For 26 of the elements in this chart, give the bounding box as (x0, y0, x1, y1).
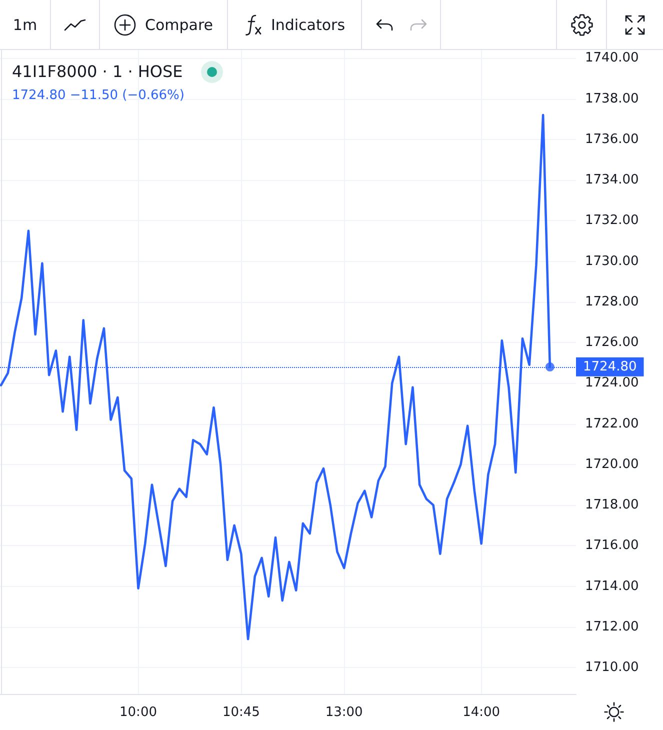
y-tick-label: 1730.00 (585, 254, 639, 269)
text: 41I1F8000 · 1 · HOSE (12, 61, 183, 83)
y-tick-label: 1724.00 (585, 376, 639, 391)
y-tick-label: 1714.00 (585, 578, 639, 594)
ref-line-label: 1724.80 (583, 359, 637, 374)
y-tick-label: 1720.00 (585, 456, 639, 472)
y-tick-label: 1732.00 (585, 213, 639, 228)
x-tick-label: 10:00 (120, 705, 157, 720)
y-tick-label: 1716.00 (585, 538, 639, 554)
text: 1724.80 −11.50 (−0.66%) (12, 87, 186, 105)
x-tick-label: 13:00 (325, 705, 363, 720)
y-tick-label: 1710.00 (585, 660, 639, 676)
y-tick-label: 1740.00 (585, 50, 639, 66)
y-tick-label: 1728.00 (585, 294, 639, 310)
y-tick-label: 1736.00 (585, 132, 639, 147)
x-tick-label: 14:00 (462, 705, 500, 720)
x-tick-label: 10:45 (222, 705, 260, 720)
text: Indicators (270, 16, 346, 34)
y-tick-label: 1722.00 (585, 416, 639, 432)
text: 1m (12, 16, 38, 34)
y-tick-label: 1718.00 (585, 498, 639, 513)
y-tick-label: 1734.00 (585, 172, 639, 188)
y-tick-label: 1738.00 (585, 91, 639, 106)
y-tick-label: 1712.00 (585, 619, 639, 634)
y-tick-label: 1726.00 (585, 335, 639, 350)
text: Compare (144, 16, 214, 34)
